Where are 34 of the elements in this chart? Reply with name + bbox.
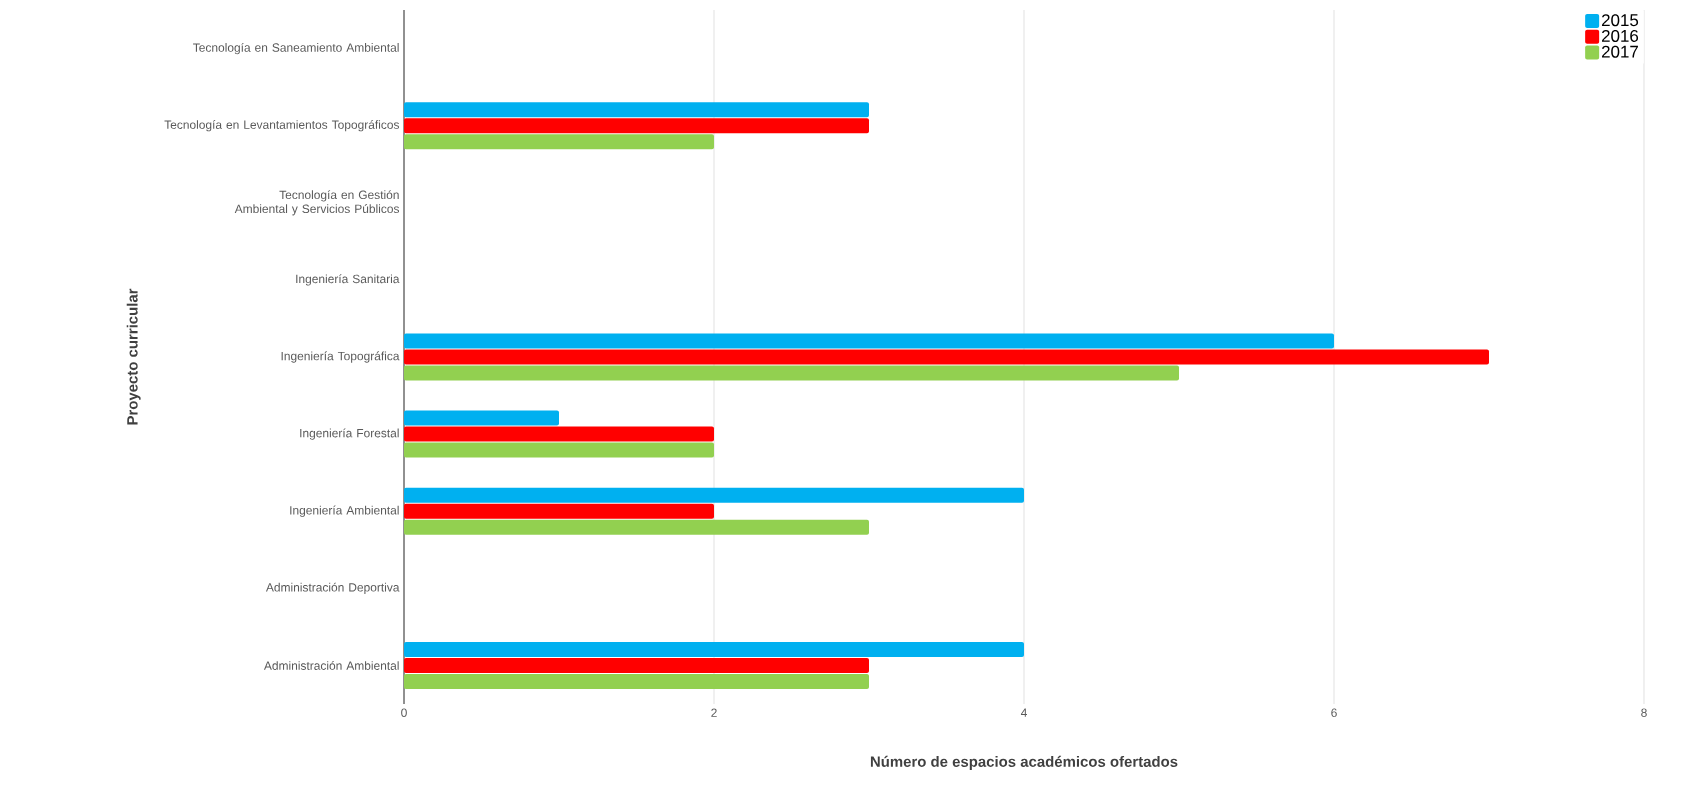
bar xyxy=(404,118,869,134)
y-tick-label: Tecnología en Gestión Ambiental y Servicios Públicos xyxy=(234,190,400,216)
y-tick-label: Ingeniería Sanitaria xyxy=(296,274,400,286)
bar xyxy=(404,365,1179,381)
y-axis-title: Proyecto curricular xyxy=(126,288,141,425)
bar xyxy=(404,134,714,150)
bar xyxy=(404,657,869,673)
x-tick-label: 4 xyxy=(1020,708,1027,717)
bar xyxy=(404,410,559,426)
bar xyxy=(404,349,1489,365)
bar xyxy=(404,426,714,442)
bar xyxy=(404,519,869,535)
y-tick-label: Administración Deportiva xyxy=(265,582,400,594)
bar xyxy=(404,442,714,458)
x-tick-label: 6 xyxy=(1331,708,1337,717)
bar xyxy=(404,673,869,689)
y-tick-label: Ingeniería Forestal xyxy=(300,428,399,440)
bar xyxy=(404,641,1024,657)
x-tick-label: 8 xyxy=(1641,708,1647,717)
legend-label: 2015 xyxy=(1602,14,1639,27)
legend-label: 2017 xyxy=(1602,45,1638,58)
bar xyxy=(404,503,714,519)
legend-label: 2016 xyxy=(1602,29,1639,42)
x-axis-title: Número de espacios académicos ofertados xyxy=(870,755,1178,770)
bar xyxy=(404,487,1024,503)
y-tick-label: Ingeniería Ambiental xyxy=(290,505,399,517)
y-tick-label: Tecnología en Saneamiento Ambiental xyxy=(193,42,399,55)
y-tick-label: Tecnología en Levantamientos Topográficos xyxy=(164,120,400,132)
x-tick-label: 2 xyxy=(711,708,717,717)
bar xyxy=(404,102,869,118)
bar xyxy=(404,333,1334,349)
y-tick-label: Ingeniería Topográfica xyxy=(281,351,400,363)
x-tick-label: 0 xyxy=(401,708,407,717)
y-tick-label: Administración Ambiental xyxy=(263,661,399,670)
